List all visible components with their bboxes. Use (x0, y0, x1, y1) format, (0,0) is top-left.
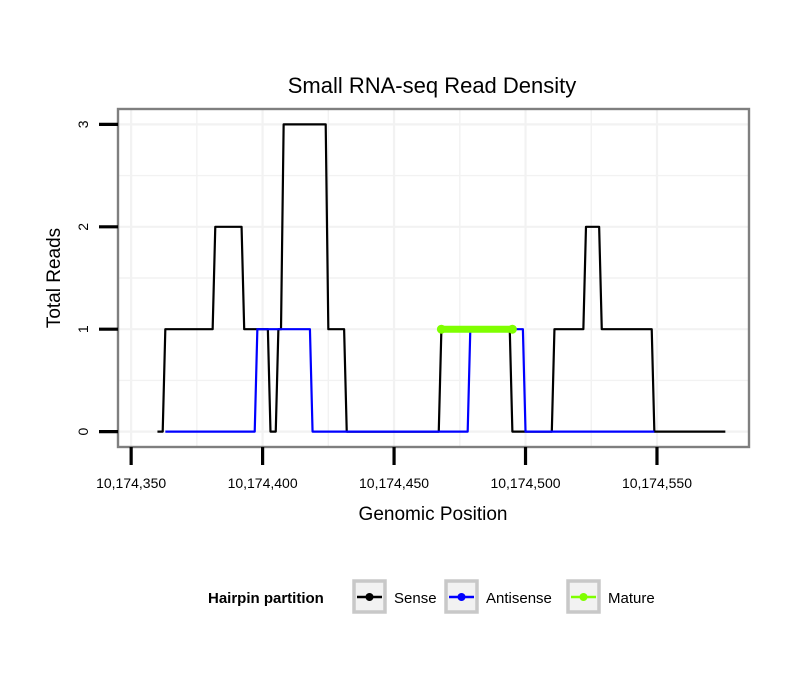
series-point-mature (436, 324, 446, 334)
series-layer (157, 123, 726, 433)
y-tick-label: 0 (75, 428, 91, 436)
y-tick-label: 3 (75, 120, 91, 128)
legend-label: Antisense (486, 590, 552, 607)
series-line-sense (157, 123, 726, 433)
series-line-antisense (165, 328, 655, 433)
legend-label: Mature (608, 590, 655, 607)
x-tick-label: 10,174,350 (96, 475, 166, 491)
series-point-mature (507, 324, 517, 334)
y-tick-label: 1 (75, 325, 91, 333)
x-tick-label: 10,174,400 (228, 475, 298, 491)
y-tick-label: 2 (75, 223, 91, 231)
legend-title: Hairpin partition (208, 590, 324, 607)
plot-border (116, 107, 751, 449)
legend-item-mature: Mature (566, 579, 655, 614)
y-axis: 0 1 2 3 (75, 120, 118, 436)
legend-key-dot (579, 593, 588, 601)
legend-label: Sense (394, 590, 437, 607)
y-axis-title: Total Reads (44, 228, 65, 328)
x-tick-label: 10,174,450 (359, 475, 429, 491)
x-tick-label: 10,174,500 (490, 475, 560, 491)
legend-item-antisense: Antisense (444, 579, 552, 614)
legend: Hairpin partition Sense Antisense Mature (208, 579, 655, 614)
chart-title: Small RNA-seq Read Density (288, 73, 577, 98)
legend-key-dot (365, 593, 374, 601)
x-tick-label: 10,174,550 (622, 475, 692, 491)
legend-item-sense: Sense (352, 579, 437, 614)
x-axis-title: Genomic Position (359, 504, 508, 525)
x-axis: 10,174,350 10,174,400 10,174,450 10,174,500… (96, 447, 692, 491)
legend-key-dot (457, 593, 466, 601)
